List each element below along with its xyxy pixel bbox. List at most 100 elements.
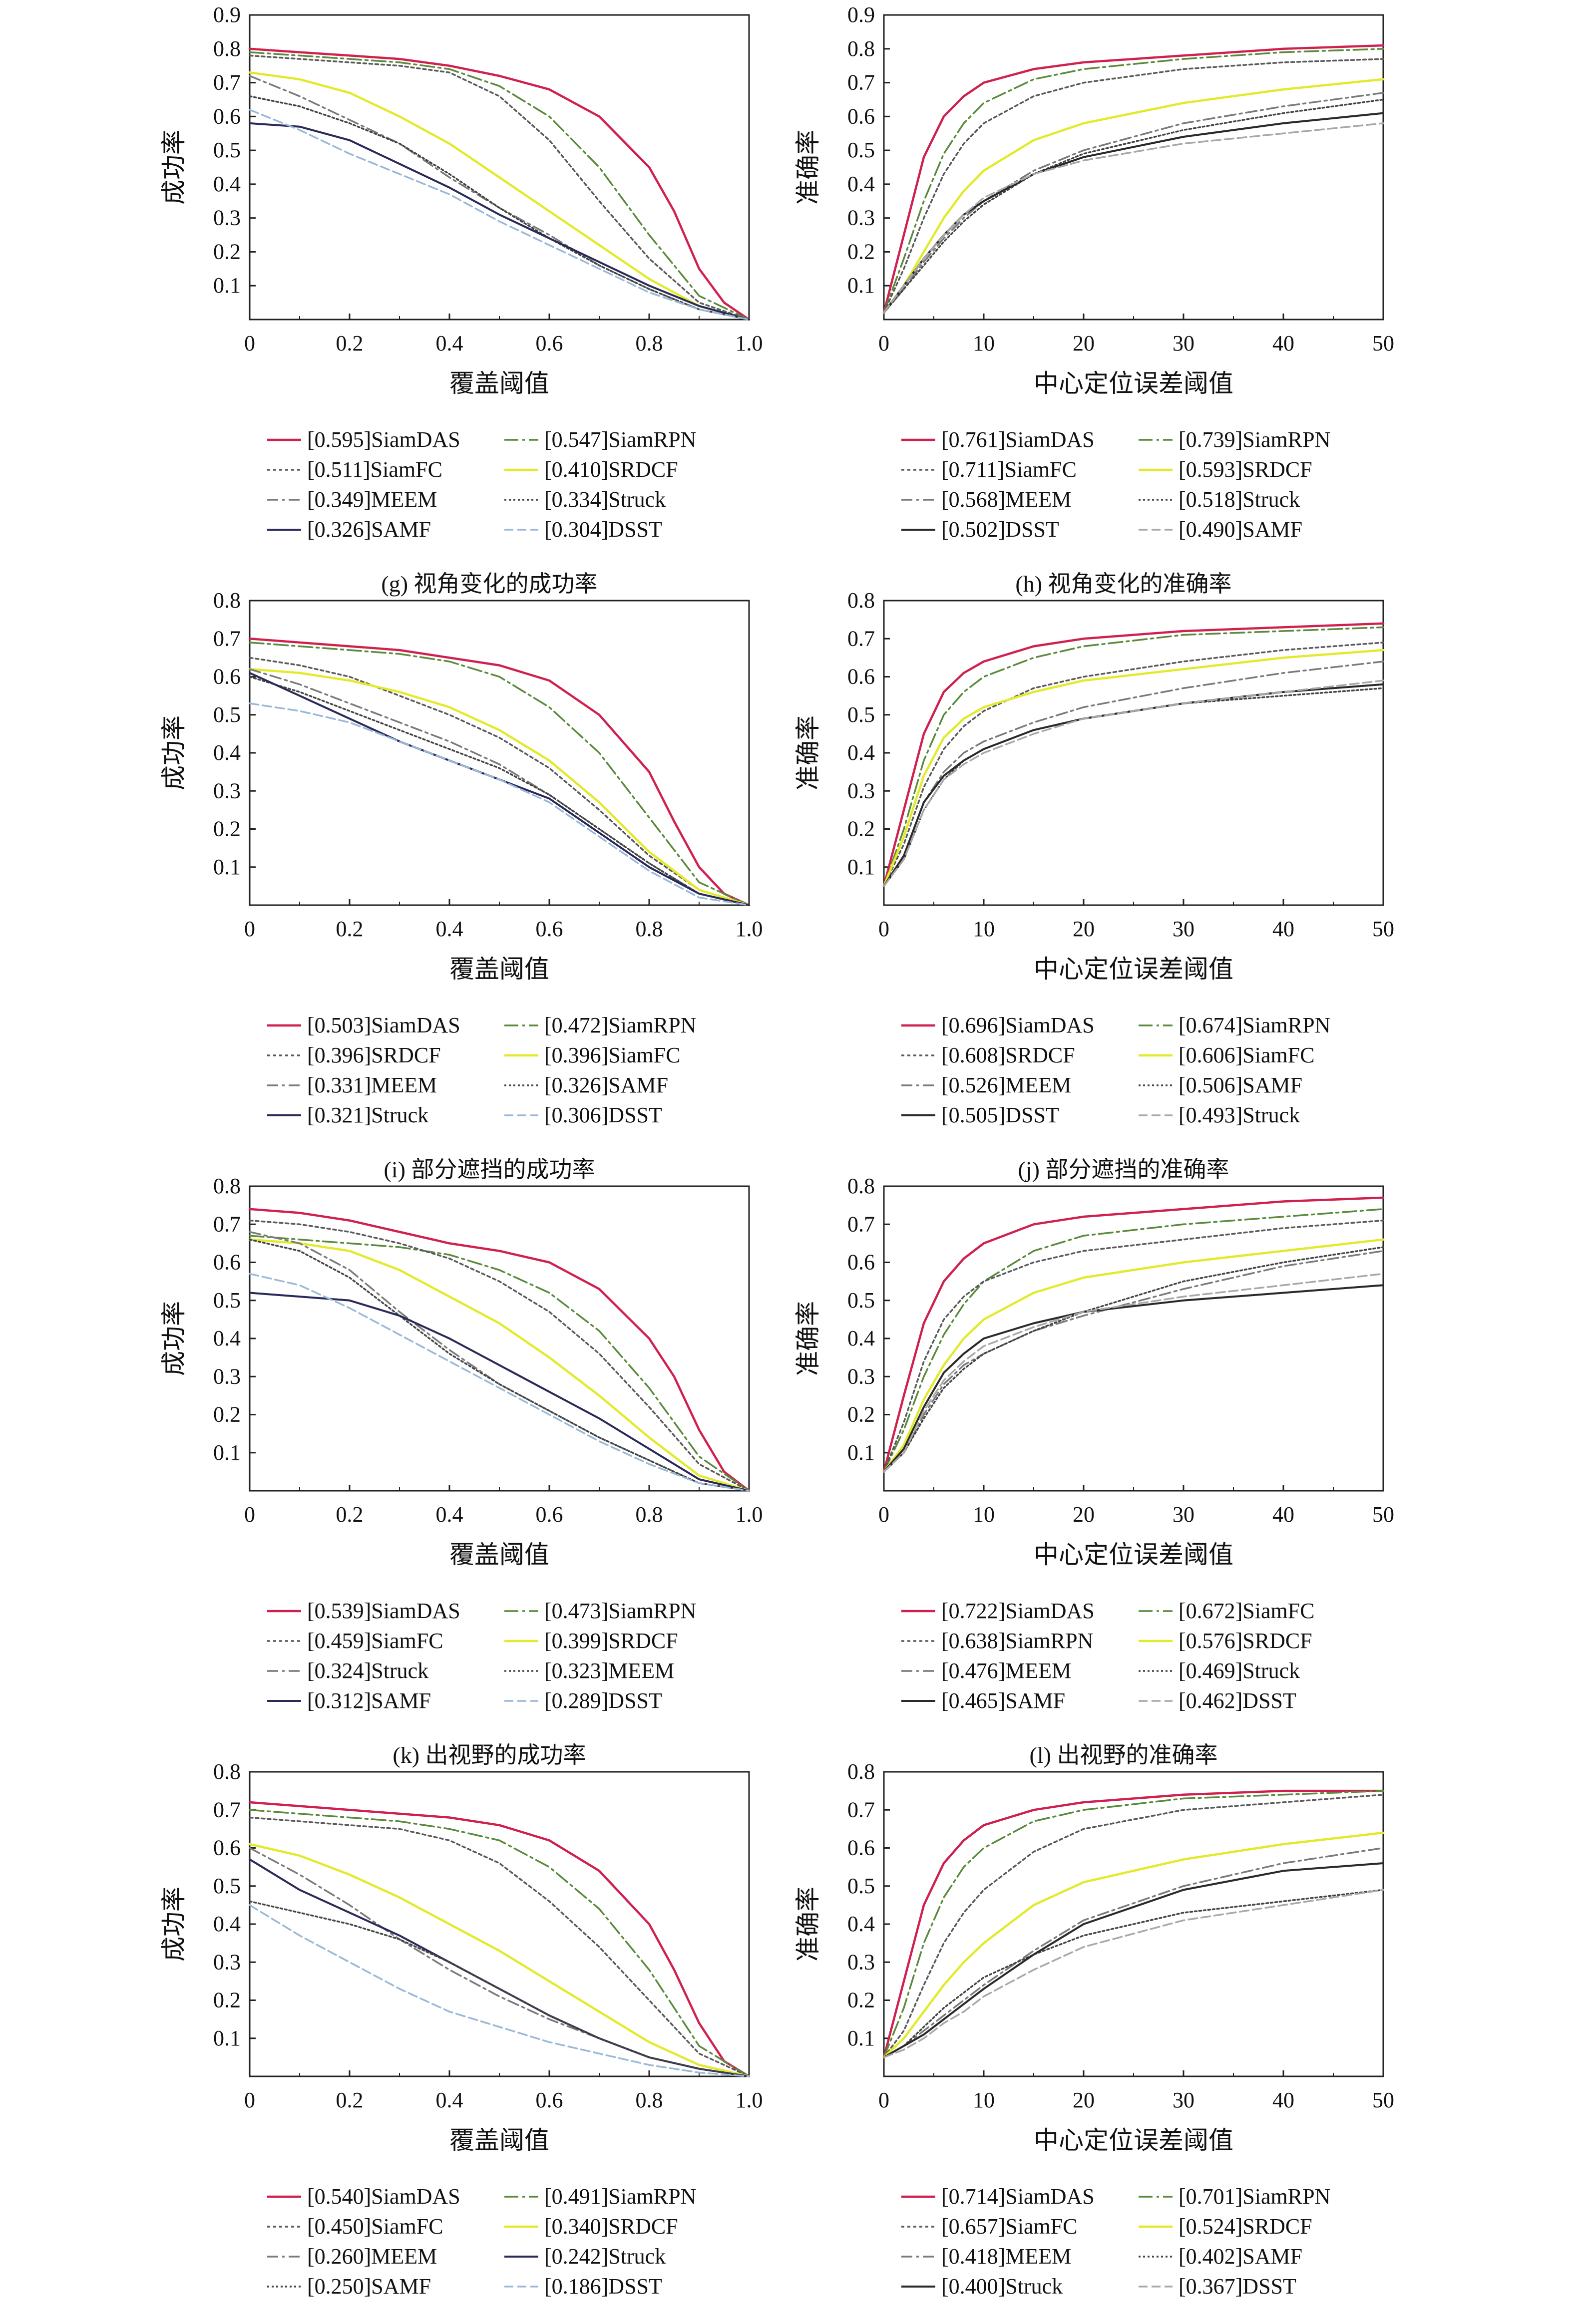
plot-frame <box>249 1185 750 1492</box>
y-tick-label: 0.8 <box>213 36 241 61</box>
y-tick-label: 0.1 <box>213 2026 241 2050</box>
x-tick-label: 0.8 <box>636 1502 663 1527</box>
y-tick-label: 0.5 <box>847 1874 875 1898</box>
series-line-6 <box>249 122 750 321</box>
y-tick-label: 0.9 <box>847 2 875 27</box>
y-tick-label: 0.2 <box>847 817 875 841</box>
y-tick-label: 0.4 <box>213 740 241 765</box>
x-tick-label: 0.6 <box>536 331 563 355</box>
legend-label: [0.418]MEEM <box>941 2244 1071 2269</box>
legend-label: [0.491]SiamRPN <box>544 2184 696 2209</box>
x-tick-label: 1.0 <box>736 917 763 941</box>
series-line-7 <box>883 679 1384 887</box>
legend-label: [0.260]MEEM <box>307 2244 437 2269</box>
legend-label: [0.250]SAMF <box>307 2274 431 2299</box>
series-line-7 <box>883 1889 1384 2058</box>
x-axis-label: 中心定位误差阈值 <box>1034 2126 1233 2154</box>
x-tick-label: 0 <box>244 331 255 355</box>
series-line-5 <box>249 1239 750 1492</box>
series-line-1 <box>249 642 750 906</box>
y-tick-label: 0.2 <box>213 817 241 841</box>
x-tick-label: 0.2 <box>336 917 364 941</box>
x-axis-label: 覆盖阈值 <box>449 955 549 983</box>
series-line-2 <box>883 642 1384 887</box>
x-tick-label: 0.8 <box>636 917 663 941</box>
legend-label: [0.511]SiamFC <box>307 457 442 482</box>
x-tick-label: 30 <box>1173 1502 1194 1527</box>
series-line-6 <box>883 683 1384 887</box>
series-line-0 <box>882 1196 1385 1473</box>
y-tick-label: 0.8 <box>847 1759 875 1784</box>
x-tick-label: 0 <box>244 2088 255 2112</box>
legend-label: [0.186]DSST <box>544 2274 662 2299</box>
y-tick-label: 0.7 <box>847 70 875 95</box>
x-tick-label: 0.2 <box>336 331 364 355</box>
x-tick-label: 0.8 <box>636 2088 663 2112</box>
x-tick-label: 0 <box>244 917 255 941</box>
x-tick-label: 10 <box>973 2088 995 2112</box>
legend-label: [0.473]SiamRPN <box>544 1599 696 1623</box>
panel-m: 0.1 0.2 0.3 0.4 0.5 0.6 0.7 0.8 0 0.2 0.4 0.6 0.8 1.0… <box>160 1759 763 2299</box>
legend-label: [0.459]SiamFC <box>307 1629 443 1653</box>
x-tick-label: 10 <box>973 1502 995 1527</box>
y-tick-label: 0.3 <box>213 206 241 230</box>
y-tick-label: 0.4 <box>847 1326 875 1350</box>
legend-label: [0.595]SiamDAS <box>307 427 460 452</box>
legend-label: [0.568]MEEM <box>941 487 1071 512</box>
plot-frame <box>883 1185 1384 1492</box>
series-line-4 <box>249 1847 750 2077</box>
y-tick-label: 0.5 <box>213 138 241 162</box>
series-line-7 <box>249 1904 750 2077</box>
y-axis-label: 成功率 <box>160 130 188 205</box>
series-line-5 <box>883 98 1384 314</box>
series-line-3 <box>882 1238 1385 1473</box>
y-tick-label: 0.2 <box>847 239 875 264</box>
y-tick-label: 0.1 <box>847 855 875 879</box>
legend-label: [0.326]SAMF <box>544 1073 668 1097</box>
legend-label: [0.505]DSST <box>941 1103 1059 1127</box>
series-line-7 <box>249 109 750 321</box>
x-axis-label: 覆盖阈值 <box>449 2126 549 2154</box>
legend-label: [0.396]SRDCF <box>307 1043 441 1067</box>
series-line-7 <box>249 702 750 906</box>
series-line-2 <box>249 1219 750 1492</box>
series-line-0 <box>882 44 1385 314</box>
x-tick-label: 0.6 <box>536 917 563 941</box>
y-tick-label: 0.5 <box>847 702 875 727</box>
x-tick-label: 0.6 <box>536 1502 563 1527</box>
series-line-3 <box>882 649 1385 888</box>
y-tick-label: 0.8 <box>847 36 875 61</box>
series-line-1 <box>883 1790 1384 2058</box>
legend-label: [0.547]SiamRPN <box>544 427 696 452</box>
y-axis-label: 准确率 <box>794 1887 822 1962</box>
legend-label: [0.304]DSST <box>544 517 662 542</box>
x-tick-label: 30 <box>1173 331 1194 355</box>
series-line-5 <box>883 1889 1384 2058</box>
legend-label: [0.334]Struck <box>544 487 666 512</box>
series-line-1 <box>883 626 1384 887</box>
y-axis-label: 准确率 <box>794 715 822 790</box>
y-tick-label: 0.5 <box>213 702 241 727</box>
legend-label: [0.506]SAMF <box>1179 1073 1302 1097</box>
x-tick-label: 20 <box>1073 331 1095 355</box>
legend-label: [0.331]MEEM <box>307 1073 437 1097</box>
y-axis-label: 成功率 <box>160 1887 188 1962</box>
series-line-5 <box>883 1246 1384 1473</box>
series-line-1 <box>249 51 750 321</box>
series-line-3 <box>248 71 751 321</box>
y-tick-label: 0.4 <box>213 1326 241 1350</box>
legend-label: [0.399]SRDCF <box>544 1629 678 1653</box>
x-tick-label: 20 <box>1073 1502 1095 1527</box>
series-line-4 <box>883 1250 1384 1473</box>
legend-label: [0.674]SiamRPN <box>1179 1013 1330 1037</box>
legend-label: [0.326]SAMF <box>307 517 431 542</box>
series-line-2 <box>883 1794 1384 2058</box>
y-tick-label: 0.4 <box>847 1912 875 1936</box>
x-tick-label: 1.0 <box>736 331 763 355</box>
x-tick-label: 40 <box>1272 2088 1294 2112</box>
panel-caption: (k) 出视野的成功率 <box>393 1742 586 1768</box>
x-axis-label: 覆盖阈值 <box>449 1541 549 1569</box>
y-tick-label: 0.1 <box>213 1440 241 1465</box>
legend-label: [0.576]SRDCF <box>1179 1629 1312 1653</box>
